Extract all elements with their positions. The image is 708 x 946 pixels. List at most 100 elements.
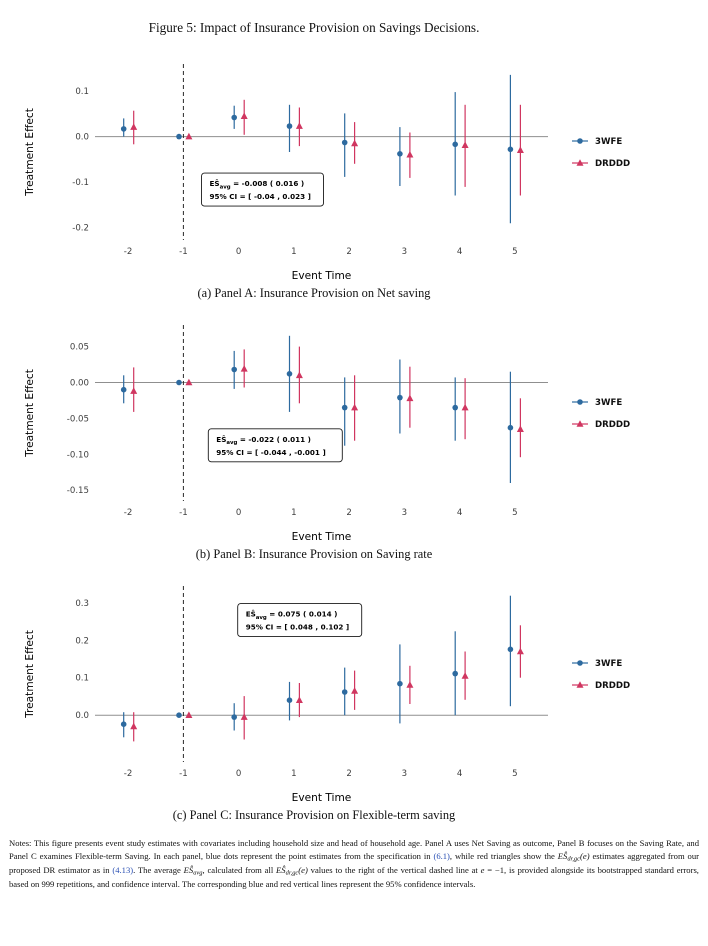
notes-sub-segment: dr,gc <box>567 855 581 863</box>
point-estimate-triangle <box>130 387 138 394</box>
point-estimate-triangle <box>461 403 469 411</box>
point-estimate-dot <box>120 126 127 132</box>
point-estimate-dot <box>286 123 293 129</box>
legend-key-triangle <box>576 159 584 166</box>
y-tick-label: -0.05 <box>67 414 89 424</box>
point-estimate-triangle <box>351 403 359 411</box>
point-estimate-dot <box>120 386 127 393</box>
point-estimate-triangle <box>351 139 359 147</box>
point-estimate-dot <box>452 670 459 677</box>
panel-a: 0.1 0.0 -0.1 -0.2 -2 -1 0 1 2 3 4 5 Event Time Treatm… <box>20 54 708 301</box>
panel-b-caption: (b) Panel B: Insurance Provision on Savi… <box>195 547 433 561</box>
panel-b: 0.05 0.00 -0.05 -0.10 -0.15 -2 -1 0 1 2 3 4 5 Event T… <box>20 315 708 562</box>
x-tick-label: -2 <box>124 247 133 257</box>
notes-math-segment: e <box>480 865 485 876</box>
notes-math-segment: EŜ <box>557 850 568 861</box>
y-tick-label: 0.0 <box>75 711 89 721</box>
y-tick-label: 0.00 <box>70 379 89 389</box>
point-estimate-dot <box>231 714 237 720</box>
y-tick-label: 0.1 <box>75 87 89 97</box>
y-tick-label: 0.0 <box>75 133 89 143</box>
x-tick-label: 2 <box>346 769 351 779</box>
x-tick-label: -1 <box>179 508 188 518</box>
point-estimate-triangle <box>406 150 414 158</box>
legend-label: DRDDD <box>595 159 630 169</box>
x-tick-label: 3 <box>402 769 407 779</box>
legend-key-triangle <box>576 681 584 688</box>
legend-label: 3WFE <box>595 659 622 669</box>
point-estimate-dot <box>341 139 348 146</box>
point-estimate-dot <box>286 371 293 377</box>
panel-c: 0.3 0.2 0.1 0.0 -2 -1 0 1 2 3 4 5 Event Time Treatmen… <box>20 576 708 823</box>
es-avg-ci-text: 95% CI = [ -0.04 , 0.023 ] <box>210 192 311 201</box>
notes-link-segment[interactable]: (4.13) <box>112 865 134 876</box>
notes-math-segment: EŜ <box>183 865 194 876</box>
point-estimate-triangle <box>295 696 303 703</box>
es-avg-estimate-text: EŜavg = -0.022 ( 0.011 ) <box>216 435 311 446</box>
legend-key-dot <box>577 660 583 666</box>
point-estimate-triangle <box>461 141 469 148</box>
x-tick-label: 4 <box>457 247 462 257</box>
notes-math-segment: EŜ <box>276 865 286 876</box>
point-estimate-dot <box>231 114 237 121</box>
es-avg-annotation-box <box>237 603 363 638</box>
y-tick-label: -0.15 <box>67 486 89 496</box>
legend-label: DRDDD <box>595 420 630 430</box>
y-tick-label: -0.1 <box>72 178 89 188</box>
point-estimate-triangle <box>406 681 414 688</box>
x-tick-label: 5 <box>512 508 517 518</box>
x-tick-label: 2 <box>346 247 351 257</box>
notes-plain-segment: Notes: This figure presents event study … <box>9 838 699 861</box>
point-estimate-triangle <box>185 378 193 386</box>
x-tick-label: 3 <box>402 508 407 518</box>
es-avg-estimate-text: EŜavg = -0.008 ( 0.016 ) <box>210 179 305 190</box>
notes-math-segment: (e) <box>580 850 590 861</box>
notes-math-segment: (e) <box>298 865 308 876</box>
legend-key-triangle <box>576 420 584 427</box>
notes-sub-segment: avg <box>193 869 203 877</box>
point-estimate-triangle <box>185 711 193 718</box>
notes-plain-segment: . The average <box>133 865 184 876</box>
notes-link-segment[interactable]: (6.1) <box>433 850 450 861</box>
point-estimate-triangle <box>516 146 524 153</box>
x-axis-title: Event Time <box>292 270 352 282</box>
es-avg-annotation-box <box>207 428 343 463</box>
x-tick-label: 3 <box>402 247 407 257</box>
panel-b-chart: 0.05 0.00 -0.05 -0.10 -0.15 -2 -1 0 1 2 3 4 5 Event T… <box>24 325 630 543</box>
y-axis-title: Treatment Effect <box>24 369 36 458</box>
point-estimate-dot <box>176 379 182 386</box>
point-estimate-dot <box>452 404 459 411</box>
notes-plain-segment: , while red triangles show the <box>449 850 558 861</box>
point-estimate-dot <box>397 151 403 157</box>
es-avg-ci-text: 95% CI = [ -0.044 , -0.001 ] <box>216 448 325 457</box>
es-avg-estimate-text: EŜavg = 0.075 ( 0.014 ) <box>246 610 338 621</box>
point-estimate-triangle <box>240 713 248 720</box>
point-estimate-triangle <box>240 365 248 372</box>
point-estimate-triangle <box>295 122 303 129</box>
point-estimate-triangle <box>295 371 303 379</box>
notes-plain-segment: , calculated from all <box>202 865 277 876</box>
panel-c-chart: 0.3 0.2 0.1 0.0 -2 -1 0 1 2 3 4 5 Event Time Treatmen… <box>24 586 630 804</box>
x-tick-label: 1 <box>291 508 296 518</box>
point-estimate-dot <box>176 133 182 140</box>
y-tick-label: 0.1 <box>75 674 89 684</box>
x-tick-label: 4 <box>457 508 462 518</box>
point-estimate-triangle <box>406 394 414 402</box>
point-estimate-triangle <box>185 132 193 140</box>
x-tick-label: 0 <box>236 508 241 518</box>
point-estimate-triangle <box>461 672 469 679</box>
legend-label: 3WFE <box>595 137 622 147</box>
point-estimate-triangle <box>240 112 248 119</box>
notes-sub-segment: dr,gc <box>285 869 299 877</box>
notes-plain-segment: = −1, is provided alongside its bootstra… <box>9 865 699 890</box>
x-tick-label: -2 <box>124 508 133 518</box>
point-estimate-dot <box>507 146 514 153</box>
x-tick-label: -2 <box>124 769 133 779</box>
point-estimate-dot <box>507 646 514 653</box>
point-estimate-dot <box>397 394 403 401</box>
x-axis-title: Event Time <box>292 531 352 543</box>
panel-a-chart: 0.1 0.0 -0.1 -0.2 -2 -1 0 1 2 3 4 5 Event Time Treatm… <box>24 64 630 282</box>
es-avg-annotation-box <box>201 172 324 207</box>
figure-title: Figure 5: Impact of Insurance Provision … <box>148 20 480 35</box>
point-estimate-triangle <box>351 687 359 694</box>
